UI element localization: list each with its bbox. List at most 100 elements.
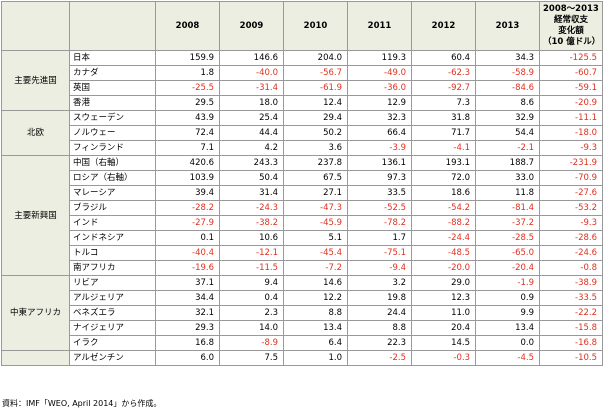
value-cell: -81.4 <box>475 200 540 216</box>
corner-cell <box>69 1 156 51</box>
value-cell: -24.6 <box>539 245 603 261</box>
value-cell: 14.5 <box>411 335 476 351</box>
value-cell: -4.1 <box>411 140 476 156</box>
value-cell: 29.3 <box>155 320 220 336</box>
row-name: スウェーデン <box>69 110 156 126</box>
value-cell: 188.7 <box>475 155 540 171</box>
value-cell: -47.3 <box>283 200 348 216</box>
value-cell: 0.0 <box>475 335 540 351</box>
value-cell: -49.0 <box>347 65 412 81</box>
value-cell: 119.3 <box>347 50 412 66</box>
value-cell: 12.4 <box>283 95 348 111</box>
value-cell: -9.3 <box>539 215 603 231</box>
table-row: 北欧 スウェーデン 43.9 25.4 29.4 32.3 31.8 32.9 -11.1 <box>1 110 603 156</box>
value-cell: 29.5 <box>155 95 220 111</box>
value-cell: 193.1 <box>411 155 476 171</box>
value-cell: -40.0 <box>219 65 284 81</box>
value-cell: 6.4 <box>283 335 348 351</box>
value-cell: 24.4 <box>347 305 412 321</box>
value-cell: 11.8 <box>475 185 540 201</box>
value-cell: 8.6 <box>475 95 540 111</box>
value-cell: 32.3 <box>347 110 412 126</box>
value-cell: -8.9 <box>219 335 284 351</box>
value-cell: -12.1 <box>219 245 284 261</box>
value-cell: 103.9 <box>155 170 220 186</box>
value-cell: -28.5 <box>475 230 540 246</box>
value-cell: -4.5 <box>475 350 540 366</box>
value-cell: 243.3 <box>219 155 284 171</box>
value-cell: 9.4 <box>219 275 284 291</box>
value-cell: 6.0 <box>155 350 220 366</box>
corner-cell <box>1 1 70 51</box>
value-cell: 67.5 <box>283 170 348 186</box>
value-cell: -125.5 <box>539 50 603 66</box>
table-row: フィンランド 7.1 4.2 3.6 -3.9 -4.1 -2.1 -9.3 <box>2 140 603 156</box>
row-name: ロシア（右軸） <box>69 170 156 186</box>
value-cell: 420.6 <box>155 155 220 171</box>
value-cell: 8.8 <box>283 305 348 321</box>
table-row: ノルウェー 72.4 44.4 50.2 66.4 71.7 54.4 -18.0 <box>2 125 603 141</box>
group-label: 中東アフリカ <box>1 275 70 351</box>
value-cell: 14.6 <box>283 275 348 291</box>
value-cell: 0.4 <box>219 290 284 306</box>
value-cell: -0.8 <box>539 260 603 276</box>
value-cell: 32.9 <box>475 110 540 126</box>
value-cell: -20.0 <box>411 260 476 276</box>
value-cell: -15.8 <box>539 320 603 336</box>
value-cell: 66.4 <box>347 125 412 141</box>
value-cell: 34.4 <box>155 290 220 306</box>
table-row: インド -27.9 -38.2 -45.9 -78.2 -88.2 -37.2 -9.3 <box>2 215 603 231</box>
footnote: 資料：IMF「WEO, April 2014」から作成。 <box>2 399 162 408</box>
value-cell: -56.7 <box>283 65 348 81</box>
value-cell: -11.5 <box>219 260 284 276</box>
value-cell: 12.3 <box>411 290 476 306</box>
value-cell: -84.6 <box>475 80 540 96</box>
table-row: 香港 29.5 18.0 12.4 12.9 7.3 8.6 -20.9 <box>2 95 603 111</box>
value-cell: -40.4 <box>155 245 220 261</box>
value-cell: 33.5 <box>347 185 412 201</box>
table-row: マレーシア 39.4 31.4 27.1 33.5 18.6 11.8 -27.6 <box>2 185 603 201</box>
header-cell: 2011 <box>347 1 412 51</box>
value-cell: -53.2 <box>539 200 603 216</box>
row-name: 日本 <box>69 50 156 66</box>
value-cell: 146.6 <box>219 50 284 66</box>
row-name: リビア <box>69 275 156 291</box>
row-name: 香港 <box>69 95 156 111</box>
value-cell: 29.0 <box>411 275 476 291</box>
row-name: インド <box>69 215 156 231</box>
value-cell: 7.5 <box>219 350 284 366</box>
row-name: ベネズエラ <box>69 305 156 321</box>
value-cell: -18.0 <box>539 125 603 141</box>
row-name: トルコ <box>69 245 156 261</box>
value-cell: 0.1 <box>155 230 220 246</box>
row-name: アルジェリア <box>69 290 156 306</box>
table-row: ブラジル -28.2 -24.3 -47.3 -52.5 -54.2 -81.4 -53.2 <box>2 200 603 216</box>
value-cell: 37.1 <box>155 275 220 291</box>
value-cell: -33.5 <box>539 290 603 306</box>
value-cell: -231.9 <box>539 155 603 171</box>
value-cell: 20.4 <box>411 320 476 336</box>
value-cell: 14.0 <box>219 320 284 336</box>
value-cell: -28.2 <box>155 200 220 216</box>
value-cell: -7.2 <box>283 260 348 276</box>
table-row: 主要先進国 日本 159.9 146.6 204.0 119.3 60.4 34.3 -125.… <box>1 50 603 111</box>
value-cell: -61.9 <box>283 80 348 96</box>
value-cell: 72.4 <box>155 125 220 141</box>
value-cell: 32.1 <box>155 305 220 321</box>
value-cell: 39.4 <box>155 185 220 201</box>
value-cell: 25.4 <box>219 110 284 126</box>
header-cell: 2013 <box>475 1 540 51</box>
value-cell: -52.5 <box>347 200 412 216</box>
value-cell: -70.9 <box>539 170 603 186</box>
value-cell: -24.3 <box>219 200 284 216</box>
value-cell: 50.2 <box>283 125 348 141</box>
row-name: 南アフリカ <box>69 260 156 276</box>
value-cell: 44.4 <box>219 125 284 141</box>
value-cell: -3.9 <box>347 140 412 156</box>
value-cell: -58.9 <box>475 65 540 81</box>
value-cell: -54.2 <box>411 200 476 216</box>
header-cell: 2009 <box>219 1 284 51</box>
value-cell: 4.2 <box>219 140 284 156</box>
value-cell: -88.2 <box>411 215 476 231</box>
